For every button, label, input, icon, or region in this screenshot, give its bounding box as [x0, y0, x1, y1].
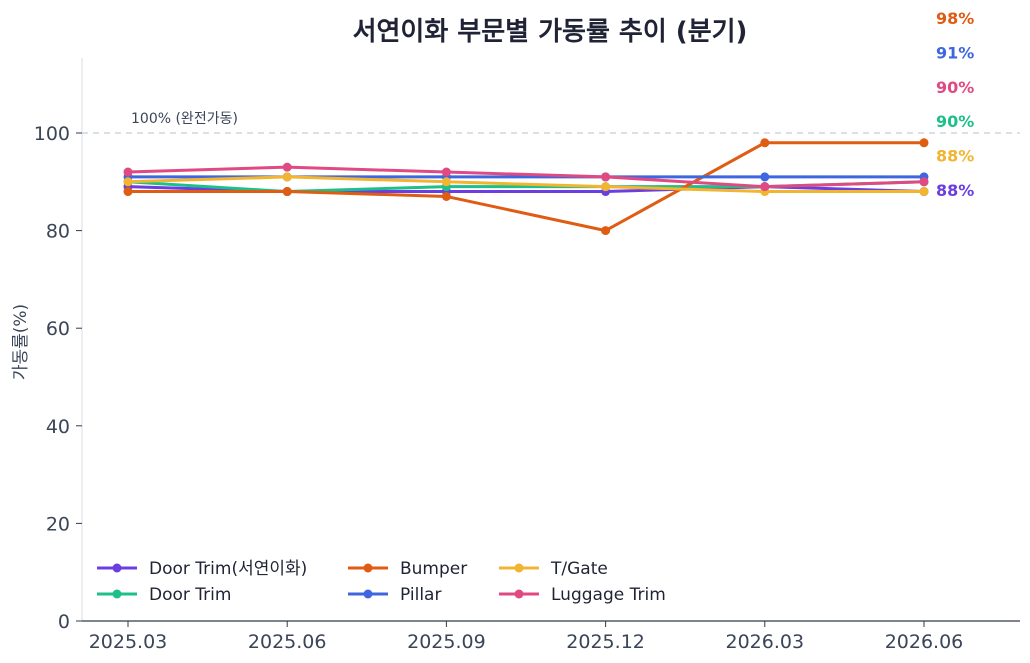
data-point [760, 172, 770, 182]
end-label-t-gate: 88% [936, 147, 974, 166]
legend-item-pillar: Pillar [348, 585, 441, 605]
end-label-pillar: 91% [936, 43, 974, 62]
x-tick-label: 2026.03 [726, 631, 805, 653]
data-point [601, 182, 611, 192]
y-axis-label: 가동률(%) [11, 304, 31, 380]
series-line [127, 175, 924, 194]
series-line [127, 165, 925, 189]
legend-label: Door Trim [149, 585, 231, 605]
legend-item-door-trim: Door Trim(서연이화) [97, 559, 307, 579]
legend-marker [514, 589, 524, 599]
end-label-door-trim: 90% [936, 112, 974, 131]
legend: Door Trim(서연이화) Door Trim Bumper Pillar T/Ga… [97, 559, 666, 605]
data-point [919, 177, 929, 187]
legend-item-t-gate: T/Gate [499, 559, 608, 579]
x-tick-label: 2025.03 [89, 631, 168, 653]
data-point [760, 138, 770, 148]
data-point [441, 177, 451, 187]
data-point [282, 187, 292, 197]
series-group [123, 138, 929, 236]
data-point [601, 172, 611, 182]
y-tick-label: 60 [46, 318, 70, 340]
legend-label: T/Gate [550, 559, 608, 579]
legend-marker [112, 563, 122, 573]
reference-line-label: 100% (완전가동) [131, 111, 238, 127]
end-label-luggage-trim: 90% [936, 78, 974, 97]
x-tick-label: 2025.06 [248, 631, 327, 653]
y-tick-label: 40 [46, 416, 70, 438]
end-label-door-trim: 88% [936, 181, 974, 200]
x-tick-label: 2025.09 [407, 631, 486, 653]
data-point [760, 182, 770, 192]
legend-label: Door Trim(서연이화) [149, 559, 307, 579]
data-point [441, 167, 451, 177]
data-point [123, 167, 133, 177]
chart-title: 서연이화 부문별 가동률 추이 (분기) [353, 17, 748, 47]
data-point [441, 191, 451, 201]
end-labels: 98% 91% 90% 90% 88% 88% [936, 9, 974, 200]
x-tick-label: 2026.06 [885, 631, 964, 653]
series-t-gate [123, 172, 929, 197]
y-tick-label: 100 [34, 123, 70, 145]
legend-marker [514, 563, 524, 573]
series-line [128, 141, 924, 233]
legend-label: Pillar [400, 585, 441, 605]
data-point [123, 177, 133, 187]
y-ticks: 0 20 40 60 80 100 [34, 123, 82, 633]
legend-item-bumper: Bumper [348, 559, 467, 579]
data-point [601, 226, 611, 236]
legend-label: Bumper [400, 559, 467, 579]
legend-item-luggage-trim: Luggage Trim [499, 585, 666, 605]
y-tick-label: 0 [58, 611, 70, 633]
legend-label: Luggage Trim [551, 585, 666, 605]
y-tick-label: 20 [46, 513, 70, 535]
x-tick-label: 2025.12 [566, 631, 645, 653]
data-point [123, 187, 133, 197]
x-ticks: 2025.03 2025.06 2025.09 2025.12 2026.03 2026.… [89, 621, 964, 653]
legend-item-door-trim: Door Trim [97, 585, 231, 605]
legend-marker [363, 563, 373, 573]
legend-marker [112, 589, 122, 599]
data-point [919, 187, 929, 197]
y-tick-label: 80 [46, 221, 70, 243]
data-point [282, 162, 292, 172]
data-point [282, 172, 292, 182]
end-label-bumper: 98% [936, 9, 974, 28]
series-bumper [123, 138, 929, 236]
series-luggage-trim [123, 162, 929, 192]
legend-marker [363, 589, 373, 599]
data-point [919, 138, 929, 148]
